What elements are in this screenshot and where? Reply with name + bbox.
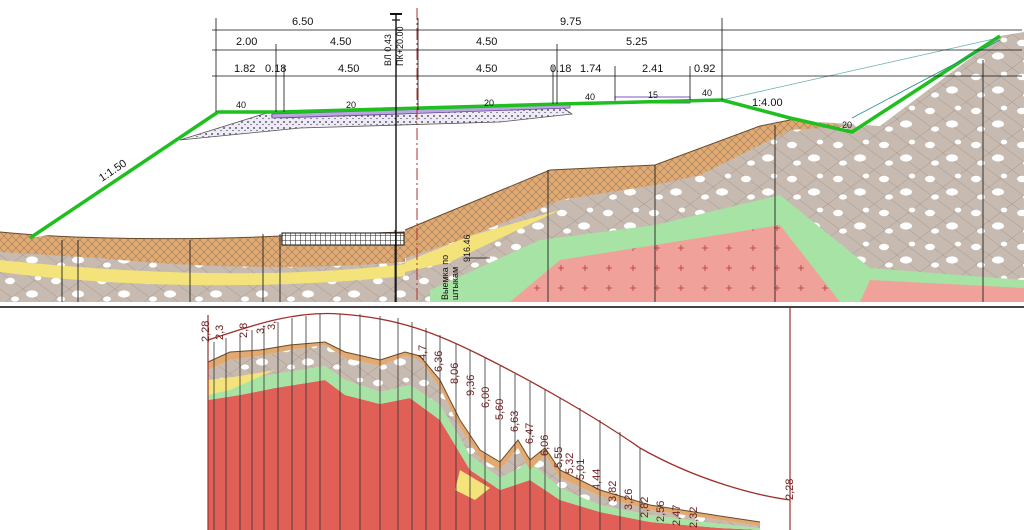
profile [207, 308, 791, 530]
profile-label: 3,26 [623, 489, 635, 510]
profile-stone-layer [208, 345, 760, 528]
design-grade-curve [207, 312, 791, 501]
profile-label: 6,00 [480, 387, 492, 408]
axis-note-2: штыкам [450, 267, 460, 300]
dim-low-7: 2.41 [642, 63, 663, 75]
profile-label: 3, [255, 325, 267, 334]
dim-mid-4: 5.25 [626, 36, 647, 48]
axis-level: 916.46 [462, 234, 472, 262]
svg-text:20: 20 [346, 100, 356, 110]
grade-marks: 40 20 20 40 15 40 20 [236, 88, 852, 130]
profile-label: 6,47 [524, 423, 536, 444]
profile-label: 4,7 [417, 345, 429, 360]
profile-labels: 2,28 2,3 2,8 3, 3,4,7 6,368,069,366,005,606,6… [200, 321, 796, 528]
profile-label: 5,01 [575, 459, 587, 480]
svg-text:40: 40 [236, 100, 246, 110]
svg-text:40: 40 [585, 92, 595, 102]
borehole-lines [61, 60, 984, 302]
dim-low-5: 0.18 [550, 63, 571, 75]
svg-text:20: 20 [484, 98, 494, 108]
dim-low-8: 0.92 [694, 63, 715, 75]
pole-label-2: ПК+20.00 [395, 27, 405, 67]
slope-right: 1:4.00 [752, 97, 783, 109]
profile-label: 2,47 [671, 505, 683, 526]
strata-right [404, 32, 1024, 302]
svg-text:20: 20 [842, 120, 852, 130]
profile-label: 9,36 [465, 375, 477, 396]
profile-label: 6,63 [509, 411, 521, 432]
profile-label: 6,36 [433, 351, 445, 372]
profile-label: 2,3 [214, 325, 226, 340]
profile-label: 2,56 [655, 501, 667, 522]
profile-label: 5,32 [564, 453, 576, 474]
profile-label: 2,32 [688, 507, 700, 528]
profile-label: 8,06 [449, 363, 461, 384]
design-surface [29, 34, 1001, 240]
dim-low-6: 1.74 [580, 63, 601, 75]
profile-label: 4,44 [591, 469, 603, 490]
dim-mid-2: 4.50 [330, 36, 351, 48]
dim-low-3: 4.50 [338, 63, 359, 75]
dim-mid-3: 4.50 [476, 36, 497, 48]
drainage-grid [281, 232, 405, 246]
dim-top-right: 9.75 [560, 16, 581, 28]
profile-label: 6,06 [539, 435, 551, 456]
dim-top-left: 6.50 [292, 16, 313, 28]
dim-low-4: 4.50 [476, 63, 497, 75]
profile-green-layer [208, 366, 760, 530]
dimension-lines [212, 18, 1022, 112]
axis-note-1: Выемка по [440, 255, 450, 300]
dim-mid-1: 2.00 [236, 36, 257, 48]
profile-label: 3, [266, 321, 278, 330]
station-lines [213, 314, 641, 530]
profile-label: 2,82 [639, 497, 651, 518]
profile-label: 2,28 [784, 479, 796, 500]
cross-section: 6.50 9.75 2.00 4.50 4.50 5.25 1.82 0.18 … [0, 8, 1024, 302]
svg-text:40: 40 [702, 88, 712, 98]
profile-red-layer [208, 380, 760, 530]
dim-low-2: 0.18 [265, 63, 286, 75]
dim-low-1: 1.82 [234, 63, 255, 75]
profile-ground-line [207, 341, 761, 523]
profile-label: 2,28 [200, 321, 212, 342]
profile-label: 5,60 [494, 399, 506, 420]
pole-label-1: ВЛ 0,43 [383, 34, 393, 66]
profile-label: 2,8 [238, 323, 250, 338]
dimension-texts: 6.50 9.75 2.00 4.50 4.50 5.25 1.82 0.18 … [234, 16, 715, 75]
svg-text:15: 15 [648, 90, 658, 100]
profile-label: 3,82 [607, 481, 619, 502]
profile-label: 5,55 [553, 447, 565, 468]
